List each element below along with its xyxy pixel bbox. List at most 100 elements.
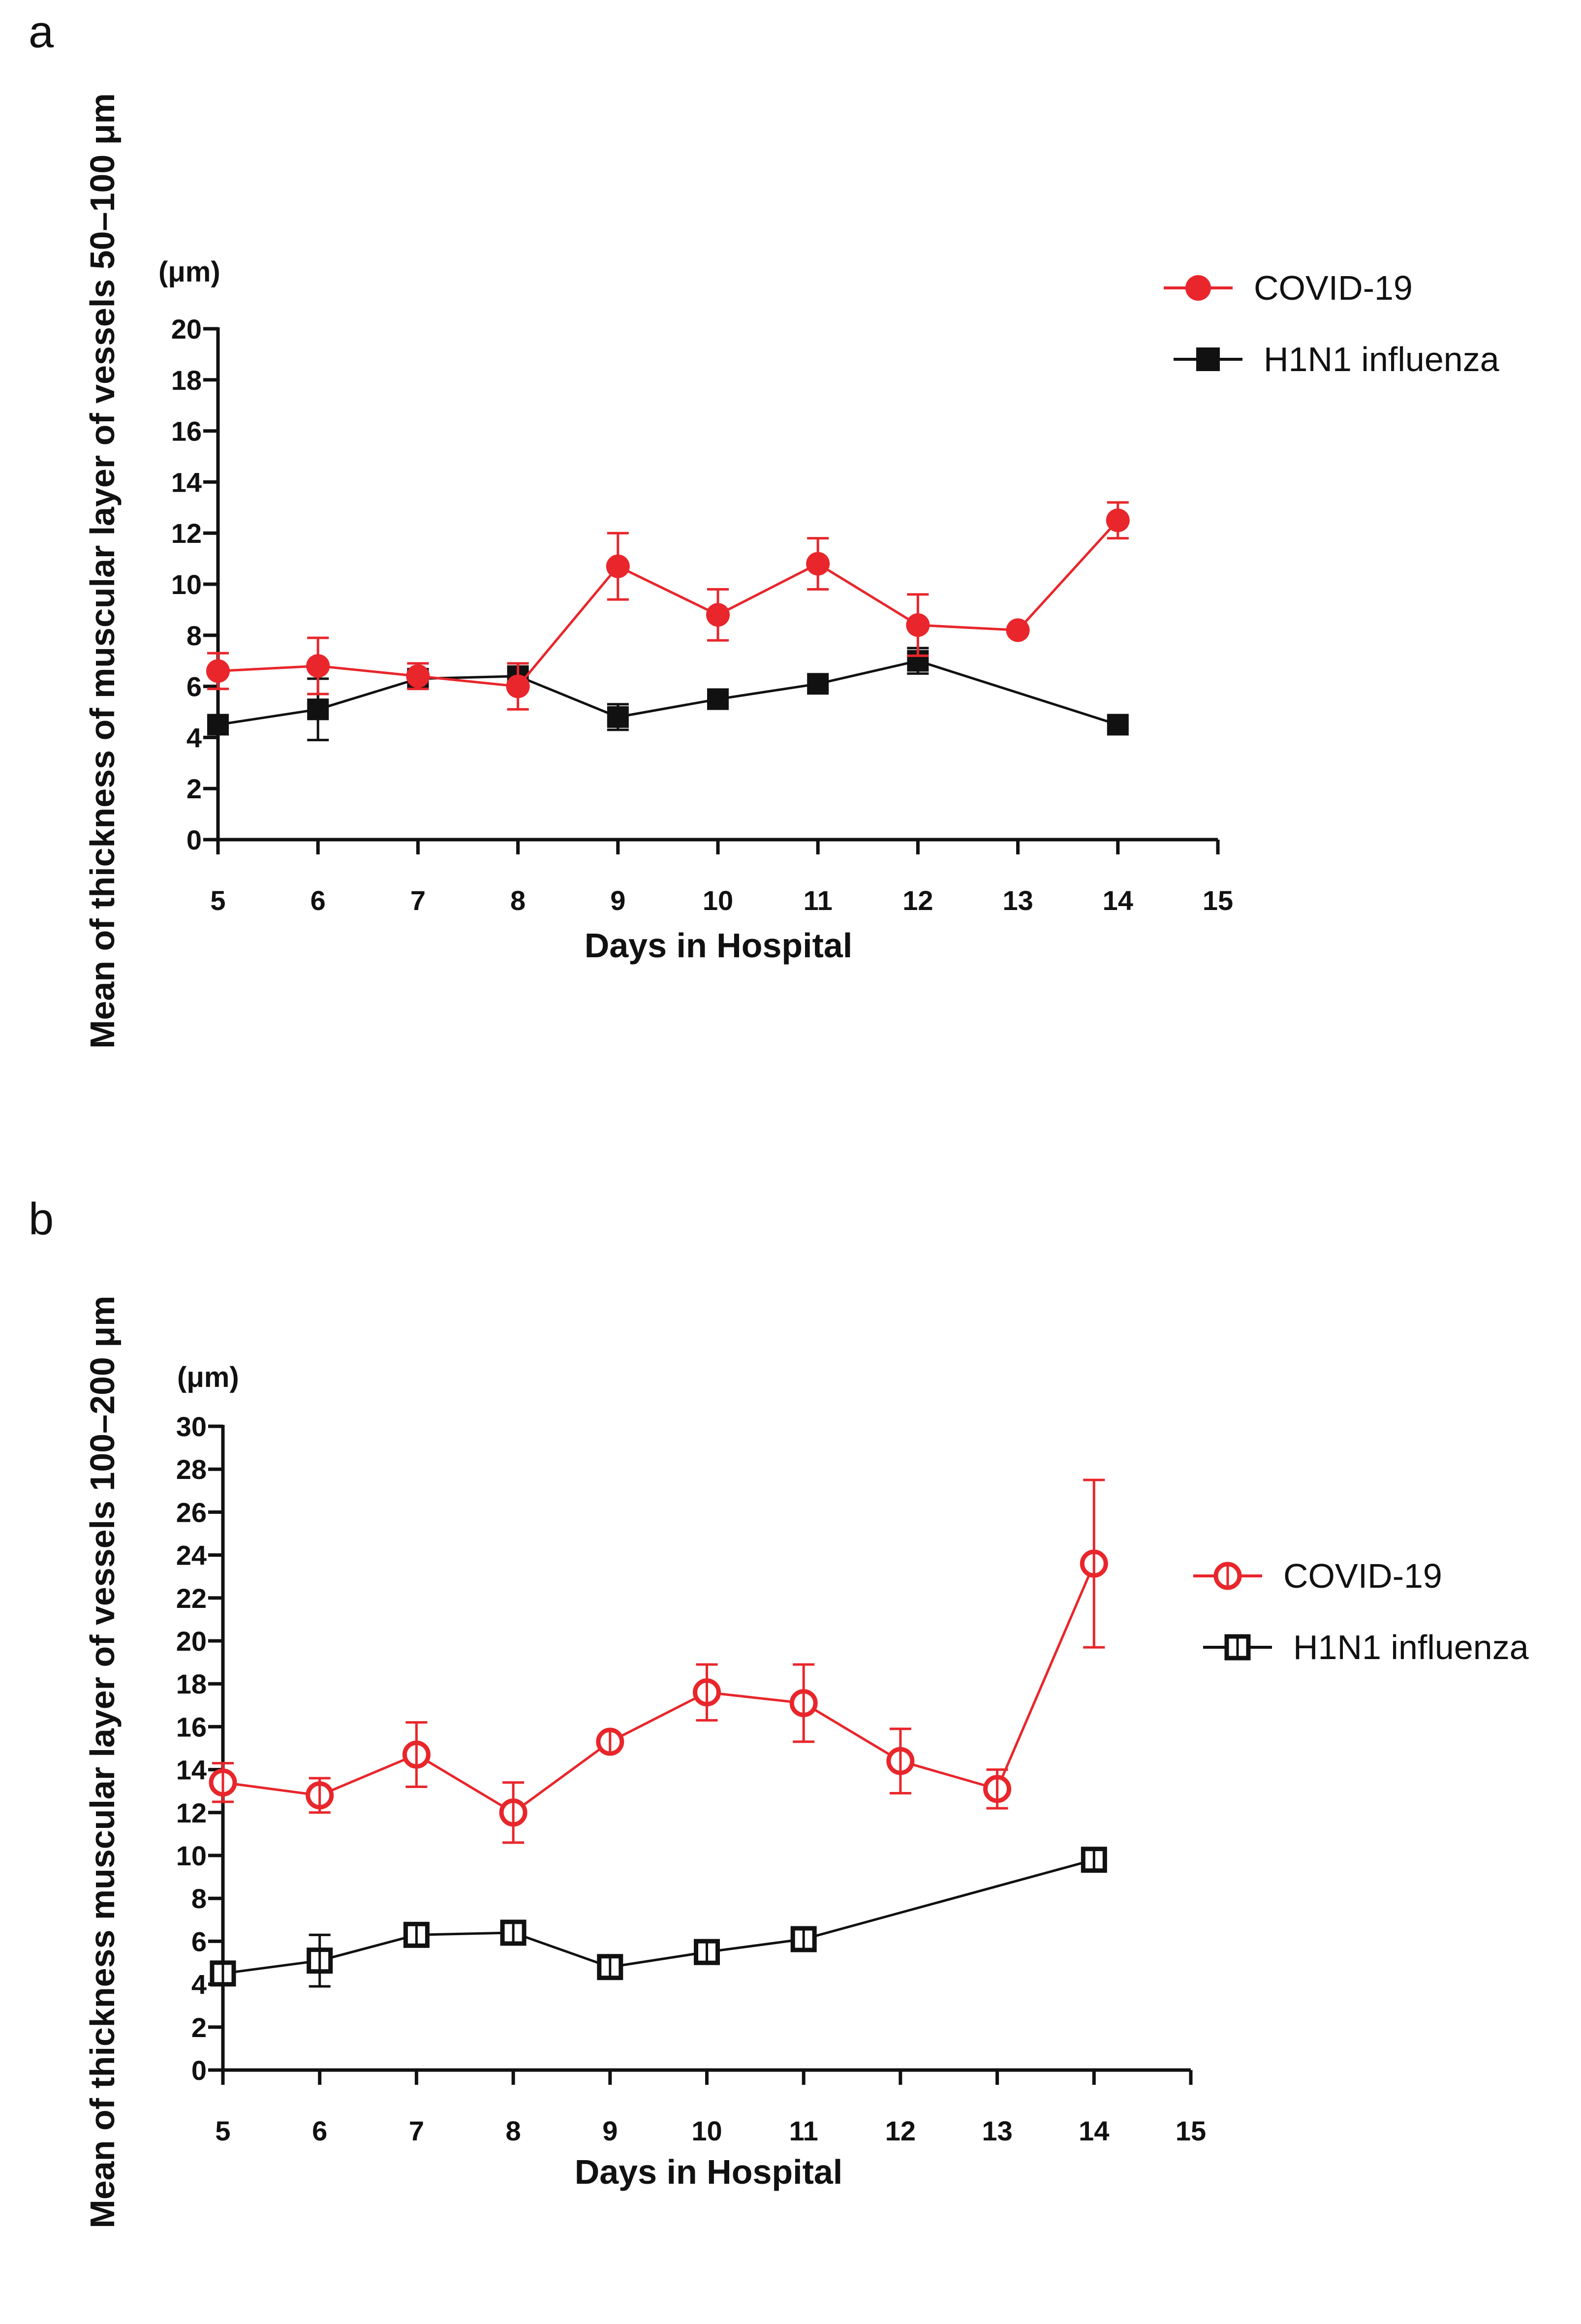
panel-b-x-ticks: 5 6 7 8 9 10 11 12 13 14 15: [215, 2070, 1206, 2146]
series-line: [222, 1858, 1094, 1975]
x-tick-label: 6: [310, 885, 326, 916]
panel-b-legend: COVID-19 H1N1 influenza: [1193, 1557, 1529, 1666]
panel-b-x-axis-title: Days in Hospital: [575, 2153, 843, 2191]
y-tick-label: 2: [191, 2012, 207, 2043]
data-point: [1006, 618, 1030, 642]
y-tick-label: 14: [176, 1755, 207, 1786]
y-tick-label: 30: [176, 1411, 207, 1442]
panel-a-unit-label: (μm): [158, 256, 220, 288]
data-point: [306, 654, 330, 678]
y-tick-label: 16: [176, 1711, 207, 1742]
legend-h1n1-label: H1N1 influenza: [1264, 340, 1499, 378]
x-tick-label: 11: [789, 2115, 818, 2146]
panel-a-label: a: [29, 7, 54, 57]
y-tick-label: 10: [171, 569, 202, 600]
panel-a: a (μm) Mean of thickness of muscular lay…: [29, 7, 1499, 1049]
x-tick-label: 9: [602, 2115, 618, 2146]
y-tick-label: 18: [171, 365, 202, 396]
data-point: [707, 688, 729, 710]
series-h1n1: [210, 1847, 1107, 1988]
panel-a-y-axis-title: Mean of thickness of muscular layer of v…: [83, 93, 122, 1049]
x-tick-label: 10: [703, 885, 733, 916]
data-point: [206, 659, 230, 683]
panel-b-plot-area: [209, 1478, 1108, 1988]
y-tick-label: 28: [176, 1454, 207, 1485]
panel-b-y-axis-title: Mean of thickness muscular layer of vess…: [83, 1296, 122, 2229]
data-point: [1107, 714, 1129, 736]
legend-item-covid: COVID-19: [1164, 269, 1413, 307]
series-line: [222, 1563, 1095, 1814]
y-tick-label: 22: [176, 1583, 207, 1614]
y-tick-label: 18: [176, 1668, 207, 1699]
legend-item-covid: COVID-19: [1193, 1557, 1442, 1595]
x-tick-label: 5: [210, 885, 225, 916]
legend-h1n1-marker: [1196, 347, 1220, 371]
x-tick-label: 7: [409, 2115, 424, 2146]
x-tick-label: 11: [804, 885, 833, 916]
y-tick-label: 4: [191, 1969, 207, 2000]
data-point: [806, 552, 830, 576]
x-tick-label: 10: [691, 2115, 722, 2146]
series-h1n1: [207, 647, 1129, 742]
legend-covid-marker: [1185, 275, 1211, 301]
y-tick-label: 12: [171, 518, 202, 549]
x-tick-label: 6: [312, 2115, 327, 2146]
x-tick-label: 9: [610, 885, 625, 916]
panel-a-x-axis-title: Days in Hospital: [585, 926, 853, 965]
y-tick-label: 20: [176, 1626, 207, 1657]
y-tick-label: 24: [176, 1540, 207, 1571]
x-tick-label: 15: [1203, 885, 1233, 916]
y-tick-label: 8: [186, 620, 202, 651]
x-tick-label: 14: [1079, 2115, 1109, 2146]
legend-h1n1-label: H1N1 influenza: [1293, 1628, 1529, 1666]
data-point: [307, 698, 329, 721]
legend-item-h1n1: H1N1 influenza: [1203, 1628, 1529, 1666]
series-covid: [206, 501, 1130, 711]
panel-a-legend: COVID-19 H1N1 influenza: [1164, 269, 1499, 378]
y-tick-label: 26: [176, 1497, 207, 1528]
data-point: [906, 613, 930, 637]
legend-item-h1n1: H1N1 influenza: [1174, 340, 1499, 378]
x-tick-label: 8: [506, 2115, 521, 2146]
data-point: [1106, 508, 1130, 533]
y-tick-label: 0: [186, 824, 202, 855]
panel-a-x-ticks: 5 6 7 8 9 10 11 12 13 14 15: [210, 840, 1233, 916]
x-tick-label: 8: [510, 885, 526, 916]
x-tick-label: 15: [1176, 2115, 1206, 2146]
legend-covid-label: COVID-19: [1254, 269, 1413, 307]
x-tick-label: 5: [215, 2115, 230, 2146]
data-point: [807, 673, 829, 695]
y-tick-label: 14: [171, 467, 202, 498]
panel-b-label: b: [29, 1194, 54, 1244]
data-point: [506, 674, 530, 698]
series-covid: [209, 1478, 1108, 1844]
panel-b: b (μm) Mean of thickness muscular layer …: [29, 1194, 1529, 2228]
panel-a-plot-area: [206, 501, 1130, 742]
x-tick-label: 7: [410, 885, 426, 916]
y-tick-label: 6: [186, 671, 202, 702]
x-tick-label: 12: [902, 885, 933, 916]
legend-covid-label: COVID-19: [1283, 1557, 1442, 1595]
y-tick-label: 4: [186, 722, 202, 753]
y-tick-label: 20: [171, 314, 202, 345]
x-tick-label: 13: [982, 2115, 1012, 2146]
y-tick-label: 16: [171, 416, 202, 447]
data-point: [606, 554, 630, 578]
data-point: [706, 603, 730, 627]
y-tick-label: 8: [191, 1883, 207, 1914]
x-tick-label: 13: [1002, 885, 1033, 916]
y-tick-label: 2: [186, 773, 202, 804]
panel-b-unit-label: (μm): [177, 1361, 239, 1393]
data-point: [207, 714, 229, 736]
y-tick-label: 10: [176, 1840, 207, 1871]
y-tick-label: 12: [176, 1797, 207, 1828]
panel-a-y-ticks: 0 2 4 6 8 10 12 14 16 18 20: [171, 314, 218, 855]
x-tick-label: 12: [885, 2115, 916, 2146]
data-point: [607, 706, 629, 728]
y-tick-label: 0: [191, 2055, 207, 2086]
series-line: [217, 519, 1119, 688]
y-tick-label: 6: [191, 1926, 207, 1957]
x-tick-label: 14: [1103, 885, 1133, 916]
